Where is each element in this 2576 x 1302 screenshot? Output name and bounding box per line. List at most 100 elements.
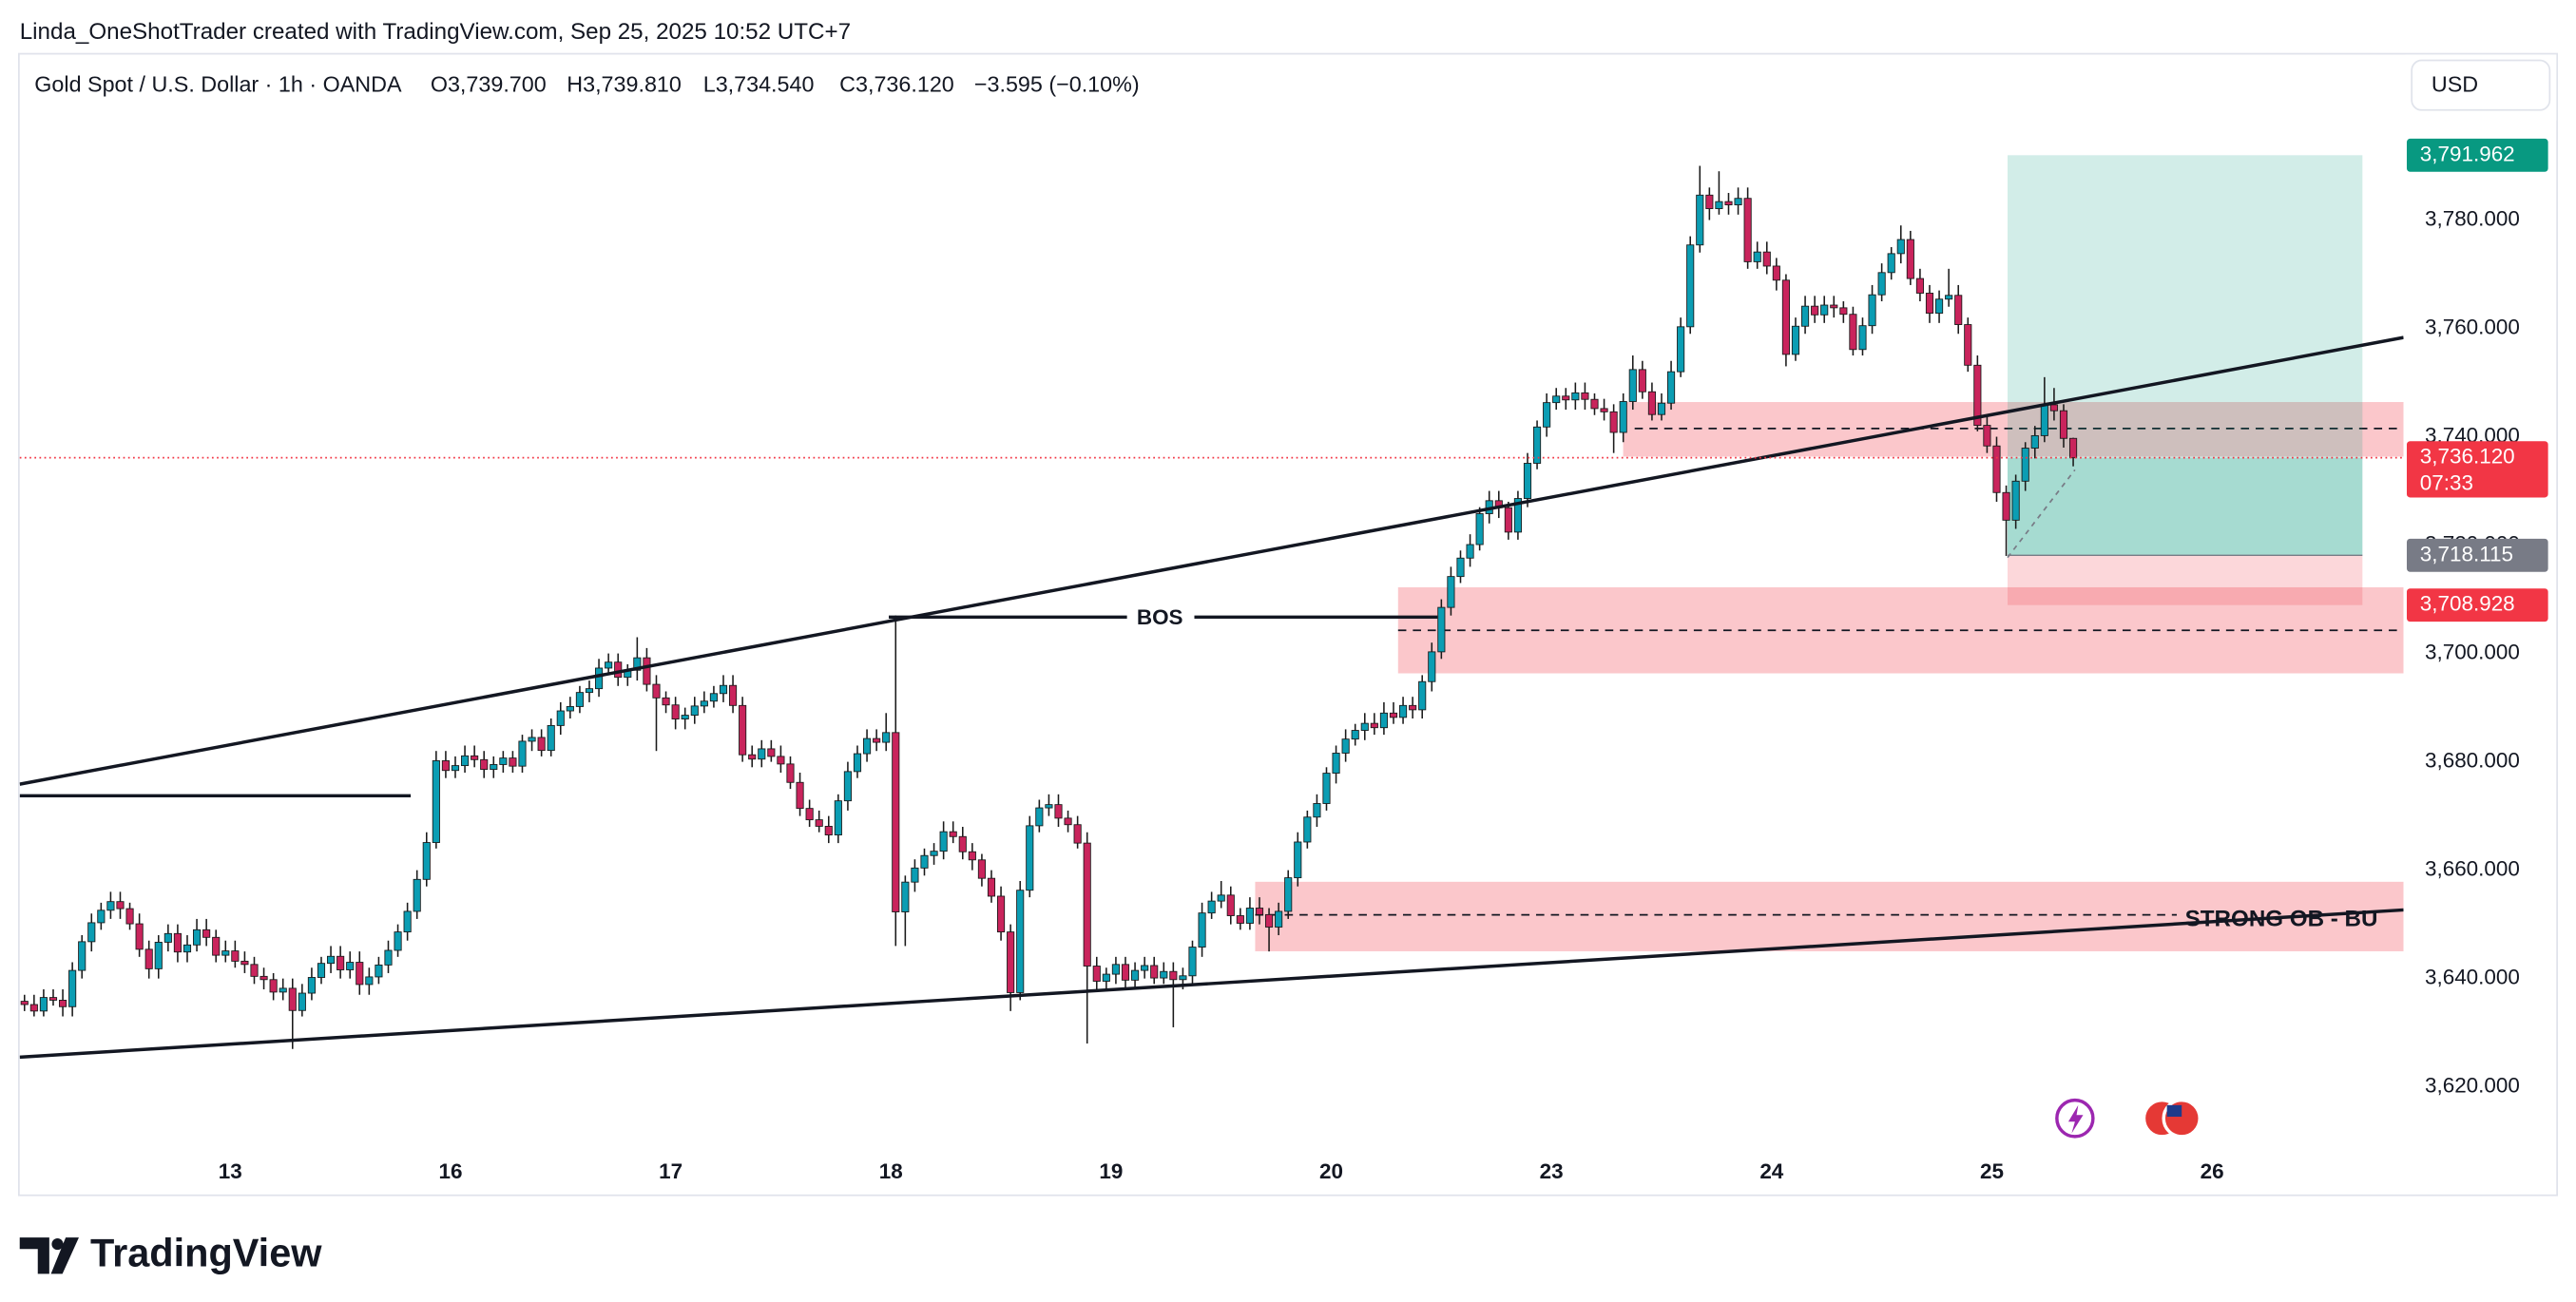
- candle-body: [471, 755, 479, 760]
- candle-body: [594, 667, 604, 690]
- candle-body: [547, 724, 555, 752]
- candle-body: [777, 756, 785, 765]
- drawings: BOS STRONG OB - BU: [19, 335, 2404, 1060]
- legend-low: L3,734.540: [703, 72, 815, 97]
- candle-body: [585, 688, 594, 694]
- candle-body: [231, 950, 240, 962]
- x-tick-label: 25: [1980, 1159, 2004, 1183]
- candle-body: [1169, 970, 1178, 981]
- brand-name: TradingView: [90, 1230, 322, 1274]
- candle-body: [1973, 364, 1982, 427]
- candle-body: [1945, 295, 1953, 300]
- candle-body: [1983, 425, 1991, 447]
- stop-area: [2008, 555, 2363, 605]
- candle-body: [298, 992, 306, 1011]
- candle-body: [1667, 371, 1676, 404]
- candle-body: [97, 909, 106, 924]
- candle-body: [509, 757, 517, 767]
- candle-body: [671, 704, 680, 720]
- candle-body: [767, 748, 776, 757]
- candle-body: [843, 771, 852, 802]
- candle-body: [192, 929, 202, 946]
- y-tick-label: 3,620.000: [2425, 1074, 2520, 1098]
- currency-button[interactable]: USD: [2411, 59, 2551, 111]
- x-tick-label: 17: [659, 1159, 682, 1183]
- candle-body: [920, 854, 929, 869]
- candle-body: [260, 975, 268, 981]
- legend-high: H3,739.810: [567, 72, 682, 97]
- candle-body: [518, 740, 527, 767]
- candle-body: [279, 987, 287, 993]
- candle-body: [1935, 298, 1944, 315]
- candle-body: [317, 963, 326, 978]
- candle-body: [2069, 437, 2078, 459]
- candle-body: [1064, 817, 1072, 826]
- candle-body: [58, 1000, 67, 1007]
- candle-body: [1016, 890, 1025, 993]
- candle-body: [1275, 910, 1283, 928]
- candle-body: [356, 962, 364, 986]
- candle-body: [1035, 807, 1044, 827]
- logo-slash: [50, 1237, 79, 1274]
- candles: [20, 165, 2078, 1049]
- logo-mark: [19, 1237, 49, 1274]
- lightning: [2067, 1104, 2084, 1134]
- candle-body: [183, 944, 192, 953]
- candle-body: [556, 710, 565, 726]
- candle-body: [2030, 434, 2039, 449]
- price-tag: [2406, 588, 2548, 622]
- x-tick-label: 19: [1099, 1159, 1123, 1183]
- candle-body: [997, 895, 1006, 933]
- flag-canton: [2166, 1104, 2182, 1118]
- candle-body: [1409, 704, 1417, 711]
- candle-body: [1121, 964, 1130, 981]
- price-tag: [2406, 138, 2548, 172]
- x-tick-label: 20: [1319, 1159, 1343, 1183]
- candle-body: [269, 979, 278, 993]
- candle-body: [326, 955, 336, 965]
- candle-body: [853, 753, 862, 773]
- y-tick-label: 3,760.000: [2425, 315, 2520, 338]
- y-tick-label: 3,680.000: [2425, 749, 2520, 773]
- candle-body: [1954, 295, 1963, 325]
- candle-body: [575, 692, 584, 707]
- candle-body: [1466, 544, 1474, 559]
- candle-body: [892, 732, 900, 912]
- candle-body: [528, 737, 536, 742]
- credit: Linda_OneShotTrader created with Trading…: [20, 19, 851, 45]
- strong-ob-label: STRONG OB - BU: [2185, 906, 2378, 931]
- candle-body: [939, 831, 948, 852]
- candle-body: [365, 976, 374, 986]
- candle-body: [163, 932, 172, 943]
- candle-body: [1906, 239, 1914, 279]
- candle-body: [1964, 324, 1972, 366]
- candle-body: [863, 737, 872, 755]
- candle-body: [930, 851, 938, 856]
- candle-body: [1226, 894, 1235, 916]
- candle-body: [652, 683, 661, 699]
- candle-body: [1638, 369, 1646, 393]
- candle-body: [1447, 576, 1455, 608]
- candle-body: [700, 700, 708, 707]
- candle-body: [1399, 704, 1408, 718]
- candle-body: [537, 737, 546, 752]
- currency-label[interactable]: USD: [2432, 72, 2478, 97]
- candle-body: [422, 842, 431, 880]
- trendline: [19, 335, 2404, 786]
- candle-body: [1083, 842, 1091, 967]
- candle-body: [221, 950, 230, 956]
- candle-body: [144, 948, 153, 969]
- candle-body: [2049, 404, 2058, 412]
- candle-body: [1437, 606, 1446, 653]
- candle-body: [1801, 305, 1810, 327]
- candle-body: [1428, 651, 1436, 682]
- candle-body: [307, 977, 316, 994]
- currency-box[interactable]: [2411, 59, 2551, 111]
- candle-body: [1370, 722, 1378, 729]
- candle-body: [1696, 194, 1704, 246]
- candle-body: [1313, 803, 1321, 818]
- candle-body: [1743, 198, 1752, 262]
- candle-body: [958, 835, 967, 852]
- candle-body: [1150, 965, 1159, 979]
